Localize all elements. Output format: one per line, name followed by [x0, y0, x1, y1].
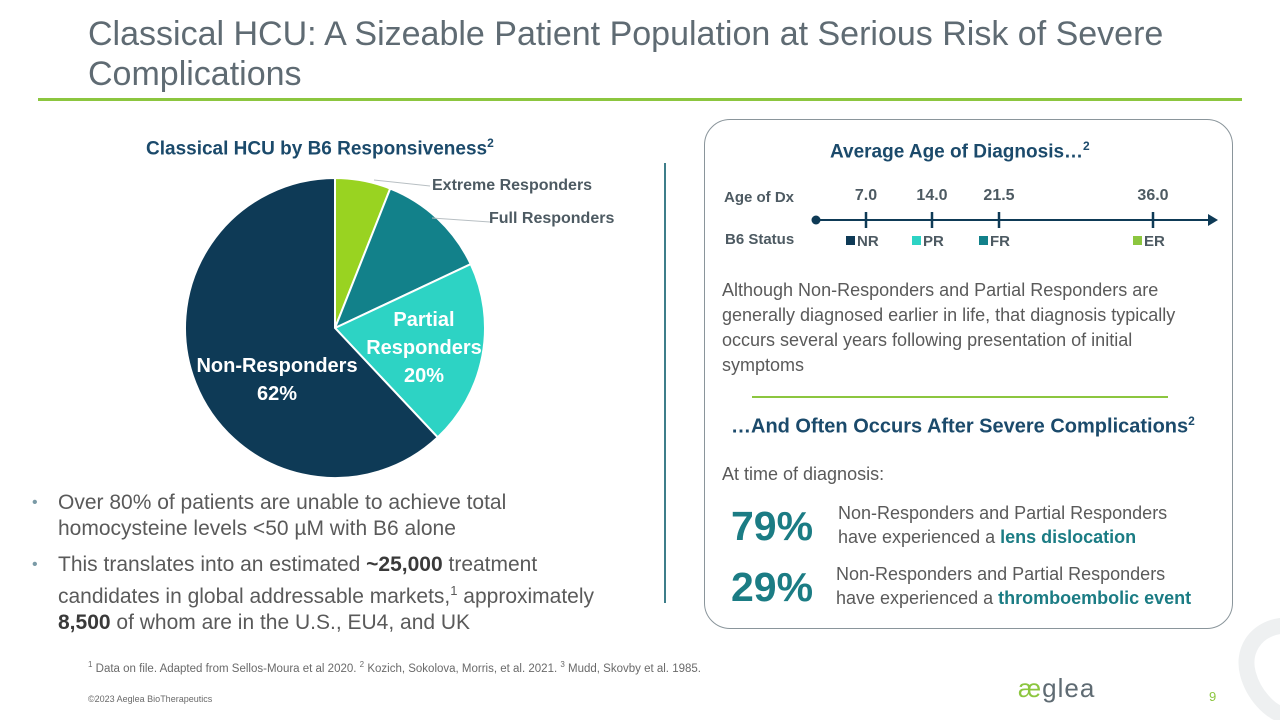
timeline-status-label: PR [912, 233, 944, 250]
status-color-swatch [979, 236, 988, 245]
diagnosis-paragraph: Although Non-Responders and Partial Resp… [722, 280, 1176, 375]
timeline-status-label: NR [846, 233, 879, 250]
title-divider [38, 98, 1242, 101]
stat-thromboembolic-value: 29% [731, 564, 814, 610]
bullet-item: • This translates into an estimated ~25,… [32, 553, 595, 634]
timeline-age-label: 21.5 [983, 187, 1015, 204]
pie-chart [184, 176, 491, 479]
footnotes: 1 Data on file. Adapted from Sellos-Mour… [88, 660, 701, 675]
callout-line-extreme [373, 179, 431, 187]
non-responders-label: Non-Responders 62% [196, 355, 358, 405]
bullet-item: • Over 80% of patients are unable to ach… [32, 491, 507, 540]
card-divider [752, 396, 1168, 398]
pie-slice-partial-responders [333, 262, 486, 439]
callout-line-full [431, 217, 491, 223]
pie-chart-title: Classical HCU by B6 Responsiveness2 [146, 136, 494, 160]
vertical-divider [664, 163, 666, 603]
stat-thromboembolic-text: Non-Responders and Partial Responders ha… [836, 564, 1192, 608]
timeline-status-label: ER [1133, 233, 1165, 250]
partial-responders-label: Partial Responders 20% [366, 309, 482, 387]
aeglea-logo: æglea [1018, 673, 1096, 703]
card-title: Average Age of Diagnosis…2 [830, 139, 1090, 163]
age-of-dx-label: Age of Dx [724, 189, 795, 206]
stat-lens-dislocation-value: 79% [731, 503, 814, 549]
timeline-age-label: 36.0 [1137, 187, 1169, 204]
complications-title: …And Often Occurs After Severe Complicat… [731, 414, 1195, 438]
timeline-age-label: 14.0 [916, 187, 948, 204]
pie-slice-non-responders [184, 176, 440, 479]
bullet-dot-icon: • [32, 494, 38, 511]
at-diagnosis-label: At time of diagnosis: [722, 464, 885, 484]
page-number: 9 [1209, 689, 1217, 704]
full-responders-label: Full Responders [489, 210, 615, 227]
timeline-status-label: FR [979, 233, 1010, 250]
age-timeline [811, 212, 1218, 228]
bullet-list: • Over 80% of patients are unable to ach… [32, 490, 632, 646]
timeline-start-dot [811, 215, 821, 225]
timeline-age-label: 7.0 [854, 187, 878, 204]
extreme-responders-label: Extreme Responders [432, 177, 593, 194]
page-title: Classical HCU: A Sizeable Patient Popula… [88, 15, 1164, 93]
status-color-swatch [846, 236, 855, 245]
status-color-swatch [912, 236, 921, 245]
b6-status-label: B6 Status [725, 231, 795, 248]
bullet-dot-icon: • [32, 556, 38, 573]
diagnosis-card [704, 119, 1233, 629]
timeline-arrow-icon [1208, 214, 1218, 226]
decorative-swoosh-icon [1238, 618, 1280, 720]
stat-lens-dislocation-text: Non-Responders and Partial Responders ha… [838, 503, 1168, 547]
copyright: ©2023 Aeglea BioTherapeutics [88, 694, 213, 704]
status-color-swatch [1133, 236, 1142, 245]
